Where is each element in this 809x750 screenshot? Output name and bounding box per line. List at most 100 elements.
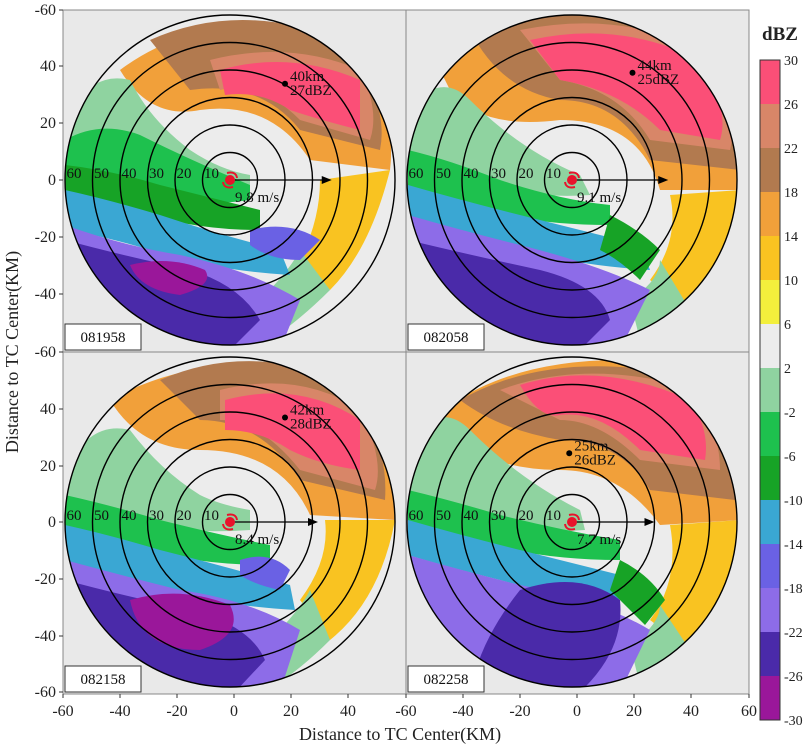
ring-label: 20 (177, 166, 192, 182)
max-reflectivity-marker (282, 80, 288, 87)
colorbar-tick-label: 10 (784, 274, 798, 289)
y-tick-label: -20 (35, 571, 56, 588)
timestamp-label: 082058 (424, 330, 469, 346)
tc-center-icon-arm (222, 523, 234, 531)
colorbar-tick-label: -10 (784, 494, 803, 509)
ring-label: 60 (67, 166, 82, 182)
motion-arrow-head (308, 518, 318, 526)
ring-label: 60 (409, 508, 424, 524)
x-tick-label: -20 (166, 703, 187, 720)
y-tick-label: 40 (40, 401, 56, 418)
ring-label: 20 (519, 508, 534, 524)
ring-label: 30 (149, 508, 164, 524)
colorbar-frame (759, 59, 781, 721)
y-tick-label: 40 (40, 58, 56, 75)
x-tick-label: 0 (230, 703, 238, 720)
motion-speed-label: 7.7 m/s (577, 532, 621, 548)
max-reflectivity-label: 27dBZ (290, 83, 332, 99)
max-reflectivity-label: 40km (290, 69, 325, 85)
x-tick-label: -60 (52, 703, 73, 720)
tc-center-icon-arm (226, 513, 238, 521)
range-ring (64, 14, 396, 346)
motion-arrow-head (644, 518, 655, 526)
colorbar-tick-label: -6 (784, 450, 796, 465)
colorbar-swatch (760, 236, 780, 281)
timestamp-label: 081958 (81, 330, 126, 346)
max-reflectivity-marker (282, 414, 288, 421)
tc-center-icon (567, 517, 577, 527)
ring-label: 40 (464, 508, 479, 524)
y-tick-label: -20 (35, 229, 56, 246)
ring-label: 30 (491, 166, 506, 182)
colorbar-tick-label: 6 (784, 318, 791, 333)
colorbar-swatch (760, 632, 780, 677)
y-tick-label: 0 (48, 514, 56, 531)
colorbar-swatch (760, 500, 780, 545)
y-tick-label: 20 (40, 458, 56, 475)
colorbar-swatch (760, 104, 780, 149)
ring-label: 50 (94, 508, 109, 524)
ring-label: 20 (177, 508, 192, 524)
x-tick-label: -60 (395, 703, 416, 720)
ring-label: 10 (204, 508, 219, 524)
ring-label: 30 (149, 166, 164, 182)
x-tick-label: 20 (283, 703, 299, 720)
colorbar-swatch (760, 148, 780, 193)
timestamp-box (64, 665, 142, 693)
ring-label: 50 (436, 508, 451, 524)
tc-center-icon-arm (222, 181, 234, 189)
ring-label: 50 (436, 166, 451, 182)
ring-label: 10 (546, 166, 561, 182)
ring-label: 40 (122, 508, 137, 524)
colorbar-swatch (760, 676, 780, 721)
max-reflectivity-marker (566, 450, 573, 457)
tc-center-icon-arm (568, 171, 580, 179)
max-reflectivity-label: 25dBZ (638, 72, 680, 88)
x-tick-label: 40 (340, 703, 356, 720)
x-tick-label: -40 (452, 703, 473, 720)
range-ring (461, 411, 683, 633)
axes: -60 -40 -20 0 20 40 -60 -40 -20 0 20 40 60 -60 40 20 0 -2… (35, 2, 757, 720)
ring-label: 40 (122, 166, 137, 182)
y-axis-label: Distance to TC Center(KM) (2, 251, 23, 453)
ring-label: 10 (546, 508, 561, 524)
colorbar-tick-label: -22 (784, 626, 803, 641)
max-reflectivity-label: 42km (290, 403, 325, 419)
range-ring (406, 356, 738, 688)
colorbar-tick-label: -26 (784, 670, 803, 685)
x-tick-label: 0 (573, 703, 581, 720)
ring-label: 30 (491, 508, 506, 524)
ring-label: 50 (94, 166, 109, 182)
y-tick-label: -60 (35, 344, 56, 361)
y-tick-label: -60 (35, 684, 56, 701)
colorbar-tick-label: 2 (784, 362, 791, 377)
range-ring (461, 69, 683, 291)
range-ring (91, 383, 369, 661)
y-tick-label: -60 (35, 2, 56, 19)
colorbar-tick-label: -18 (784, 582, 803, 597)
range-ring (119, 69, 341, 291)
motion-speed-label: 9.8 m/s (235, 190, 279, 206)
max-reflectivity-marker (629, 69, 636, 76)
max-reflectivity-label: 44km (638, 58, 673, 74)
motion-arrow-head (658, 176, 669, 184)
colorbar-swatch (760, 60, 780, 105)
x-axis-label: Distance to TC Center(KM) (299, 724, 501, 745)
ring-label: 60 (67, 508, 82, 524)
motion-arrow-head (321, 176, 332, 184)
colorbar-tick-label: 30 (784, 54, 798, 69)
y-tick-label: -40 (35, 628, 56, 645)
colorbar-swatch (760, 412, 780, 457)
timestamp-box (407, 665, 485, 693)
y-tick-label: -40 (35, 286, 56, 303)
colorbar-title: dBZ (762, 24, 798, 45)
x-tick-label: -20 (509, 703, 530, 720)
colorbar-swatch (760, 192, 780, 237)
tc-center-icon-arm (568, 513, 580, 521)
